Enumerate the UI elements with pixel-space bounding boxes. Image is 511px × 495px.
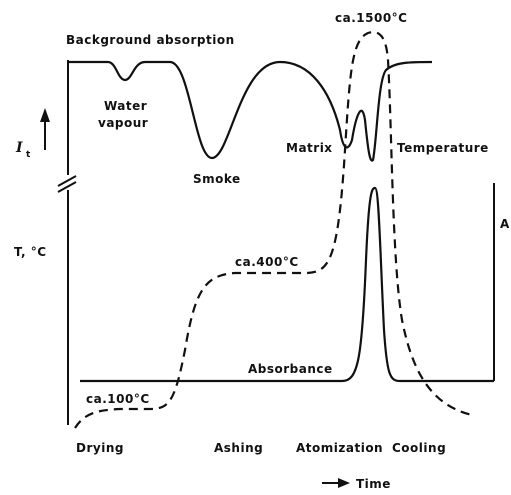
- absorbance-curve: [80, 186, 494, 383]
- arrow-head: [338, 478, 350, 488]
- time-label: Time: [356, 477, 391, 491]
- water-label: Water: [104, 99, 147, 113]
- axis-break: [57, 181, 77, 193]
- background-curve: [68, 60, 433, 162]
- axis-break: [57, 175, 77, 187]
- matrix-label: Matrix: [286, 141, 333, 155]
- arrow-head: [40, 108, 50, 122]
- peak-temp-label: ca.1500°C: [335, 11, 407, 25]
- absorbance-axis-label: A: [500, 217, 510, 231]
- smoke-label: Smoke: [193, 172, 241, 186]
- temperature-label: Temperature: [397, 141, 489, 155]
- temp-axis-label: T, °C: [14, 245, 47, 259]
- stage-label: Ashing: [214, 441, 263, 455]
- intensity-label: I: [15, 140, 23, 156]
- water-label: vapour: [98, 116, 148, 130]
- temperature-curve: [74, 31, 473, 429]
- stage-label: Atomization: [296, 441, 383, 455]
- stage-label: Drying: [76, 441, 124, 455]
- drying-temp-label: ca.100°C: [86, 392, 150, 406]
- ashing-temp-label: ca.400°C: [235, 255, 299, 269]
- background-label: Background absorption: [66, 33, 235, 47]
- intensity-subscript: t: [26, 150, 31, 160]
- absorbance-label: Absorbance: [248, 362, 333, 376]
- stage-label: Cooling: [392, 441, 446, 455]
